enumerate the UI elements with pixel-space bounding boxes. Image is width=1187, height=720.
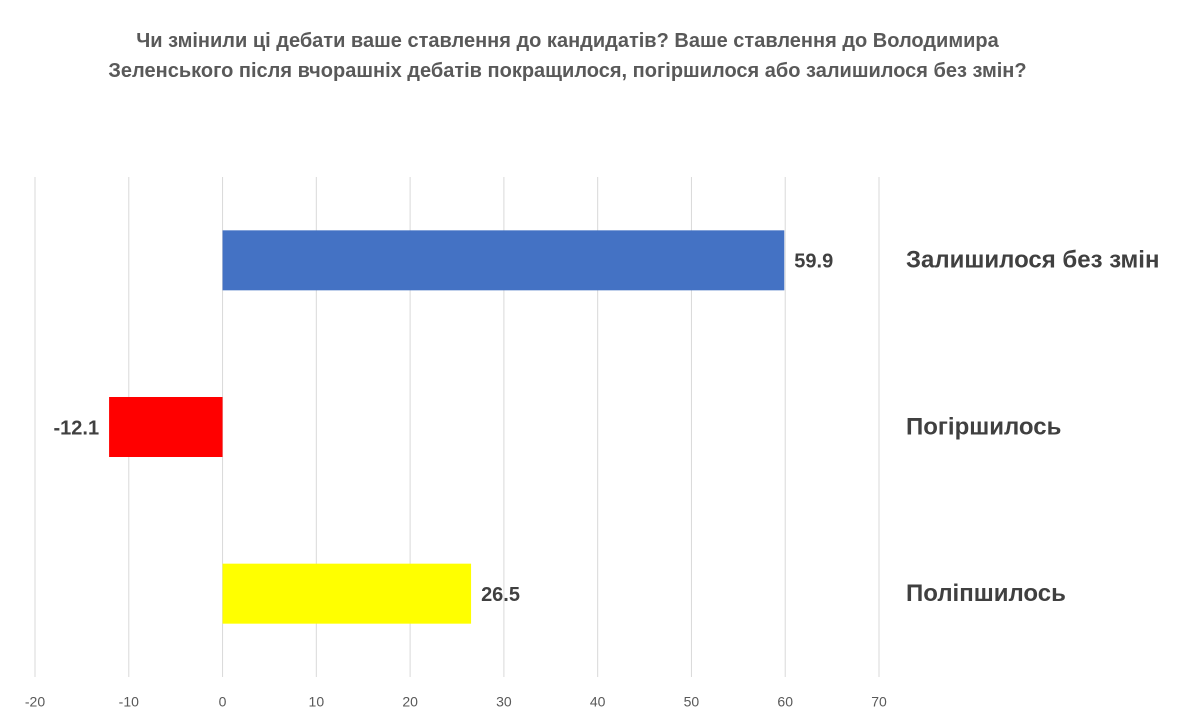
x-tick-label: 10 [309,694,325,710]
bar [109,397,223,457]
bar [222,563,472,624]
chart-title: Чи змінили ці дебати ваше ставлення до к… [108,30,1027,82]
x-tick-label: 30 [496,694,512,710]
x-tick-label: 70 [871,694,887,710]
x-tick-label: -10 [119,694,139,710]
value-label: 26.5 [481,584,520,606]
x-tick-label: -20 [25,694,45,710]
category-label: Залишилося без змін [906,247,1159,274]
x-tick-label: 50 [684,694,700,710]
value-label: 59.9 [794,251,833,273]
x-tick-label: 20 [402,694,418,710]
x-tick-label: 40 [590,694,606,710]
x-tick-label: 0 [219,694,227,710]
category-label: Погіршилось [906,413,1061,440]
category-label: Поліпшилось [906,580,1066,607]
x-tick-label: 60 [777,694,793,710]
bar [222,230,785,291]
value-label: -12.1 [53,417,99,439]
